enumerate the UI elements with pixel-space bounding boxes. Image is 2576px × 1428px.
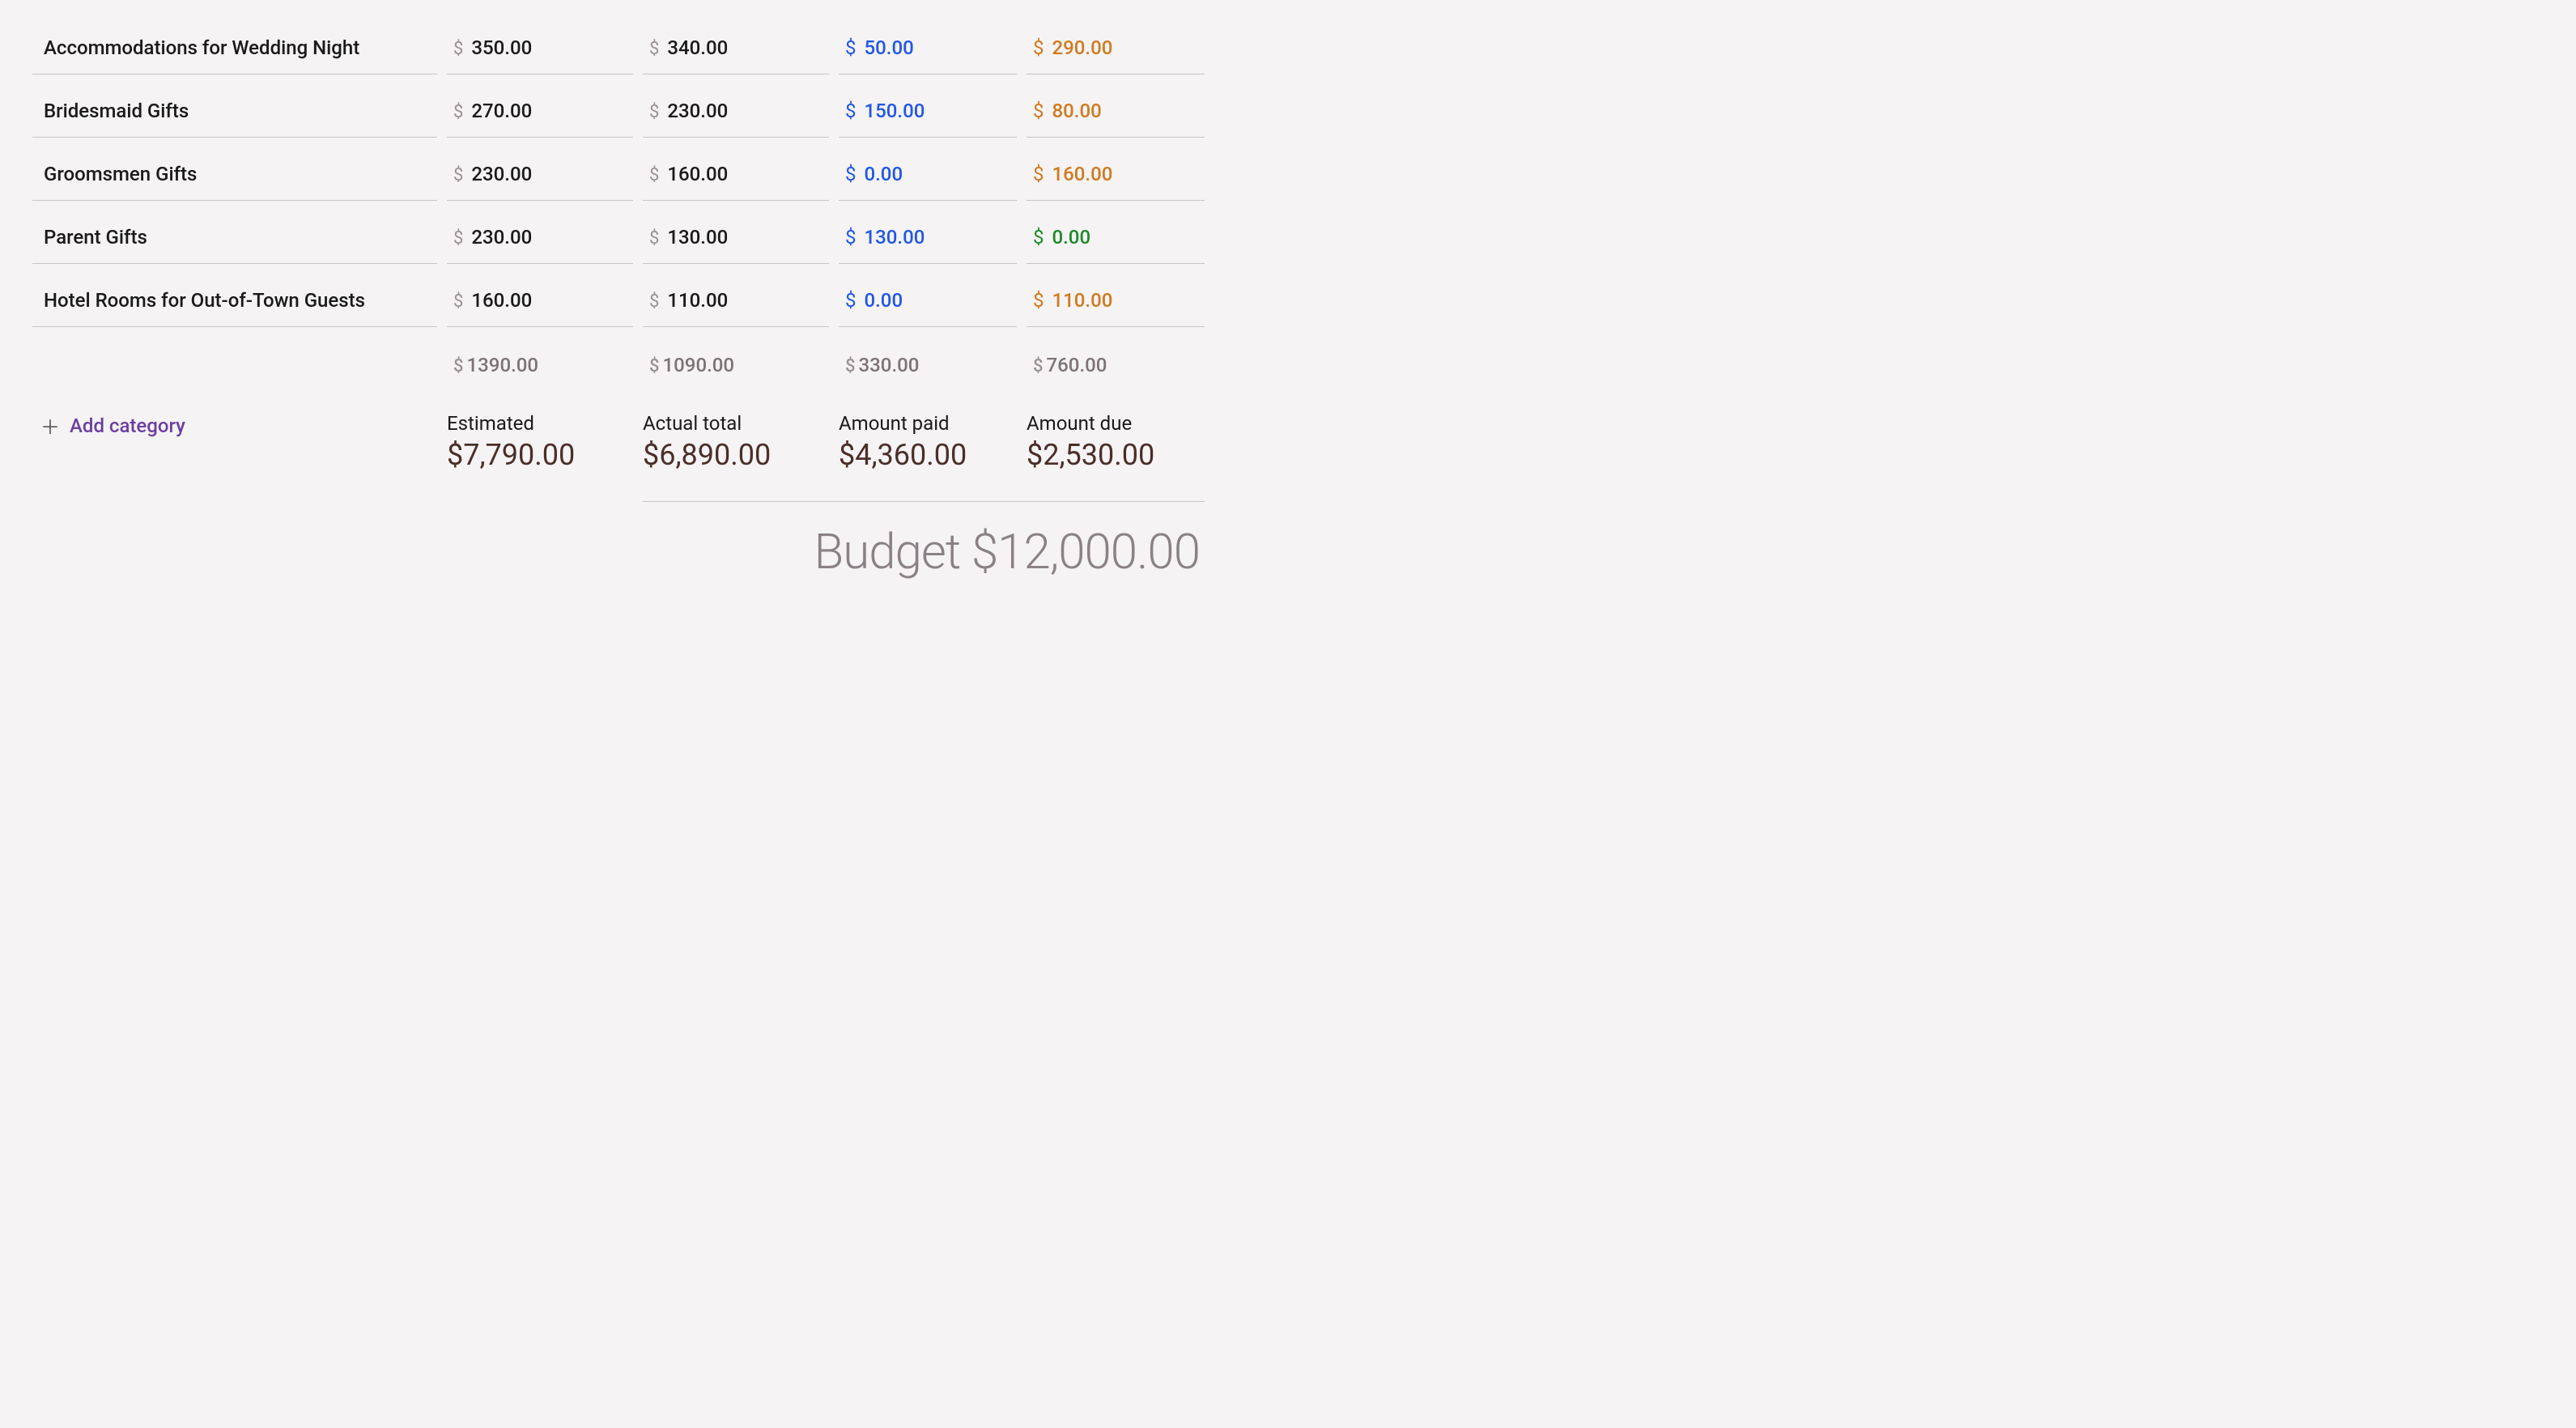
total-paid: Amount paid $4,360.00: [839, 412, 1017, 472]
subtotal-row: $1390.00 $1090.00 $330.00 $760.00: [32, 337, 1198, 393]
total-paid-label: Amount paid: [839, 412, 1017, 435]
total-due-label: Amount due: [1027, 412, 1205, 435]
total-due-value: $2,530.00: [1027, 438, 1205, 472]
subtotal-estimated: $1390.00: [447, 342, 633, 388]
totals-row: Estimated $7,790.00 Actual total $6,890.…: [32, 412, 1198, 472]
total-estimated: Estimated $7,790.00: [447, 412, 633, 472]
item-name[interactable]: Groomsmen Gifts: [32, 148, 437, 201]
table-row: Parent Gifts$230.00$130.00$130.00$0.00: [32, 206, 1198, 269]
subtotal-due: $760.00: [1027, 342, 1205, 388]
actual-cell[interactable]: $230.00: [643, 85, 829, 138]
total-actual-label: Actual total: [643, 412, 829, 435]
estimated-cell[interactable]: $270.00: [447, 85, 633, 138]
paid-cell[interactable]: $0.00: [839, 148, 1017, 201]
paid-cell[interactable]: $50.00: [839, 22, 1017, 74]
due-cell[interactable]: $290.00: [1027, 22, 1205, 74]
total-estimated-value: $7,790.00: [447, 438, 633, 472]
table-row: Hotel Rooms for Out-of-Town Guests$160.0…: [32, 269, 1198, 332]
item-name[interactable]: Bridesmaid Gifts: [32, 85, 437, 138]
estimated-cell[interactable]: $160.00: [447, 274, 633, 327]
paid-cell[interactable]: $130.00: [839, 211, 1017, 264]
total-paid-value: $4,360.00: [839, 438, 1017, 472]
due-cell[interactable]: $160.00: [1027, 148, 1205, 201]
budget-table: Accommodations for Wedding Night$350.00$…: [32, 16, 1198, 580]
total-due: Amount due $2,530.00: [1027, 412, 1205, 472]
actual-cell[interactable]: $110.00: [643, 274, 829, 327]
total-estimated-label: Estimated: [447, 412, 633, 435]
estimated-cell[interactable]: $350.00: [447, 22, 633, 74]
due-cell[interactable]: $80.00: [1027, 85, 1205, 138]
estimated-cell[interactable]: $230.00: [447, 148, 633, 201]
budget-total: Budget $12,000.00: [643, 502, 1205, 580]
subtotal-actual: $1090.00: [643, 342, 829, 388]
table-row: Accommodations for Wedding Night$350.00$…: [32, 16, 1198, 79]
subtotal-paid: $330.00: [839, 342, 1017, 388]
total-actual-value: $6,890.00: [643, 438, 829, 472]
paid-cell[interactable]: $0.00: [839, 274, 1017, 327]
actual-cell[interactable]: $340.00: [643, 22, 829, 74]
total-actual: Actual total $6,890.00: [643, 412, 829, 472]
actual-cell[interactable]: $160.00: [643, 148, 829, 201]
due-cell[interactable]: $110.00: [1027, 274, 1205, 327]
paid-cell[interactable]: $150.00: [839, 85, 1017, 138]
actual-cell[interactable]: $130.00: [643, 211, 829, 264]
table-row: Bridesmaid Gifts$270.00$230.00$150.00$80…: [32, 79, 1198, 142]
table-row: Groomsmen Gifts$230.00$160.00$0.00$160.0…: [32, 142, 1198, 206]
estimated-cell[interactable]: $230.00: [447, 211, 633, 264]
item-name[interactable]: Parent Gifts: [32, 211, 437, 264]
item-name[interactable]: Accommodations for Wedding Night: [32, 22, 437, 74]
item-name[interactable]: Hotel Rooms for Out-of-Town Guests: [32, 274, 437, 327]
due-cell[interactable]: $0.00: [1027, 211, 1205, 264]
